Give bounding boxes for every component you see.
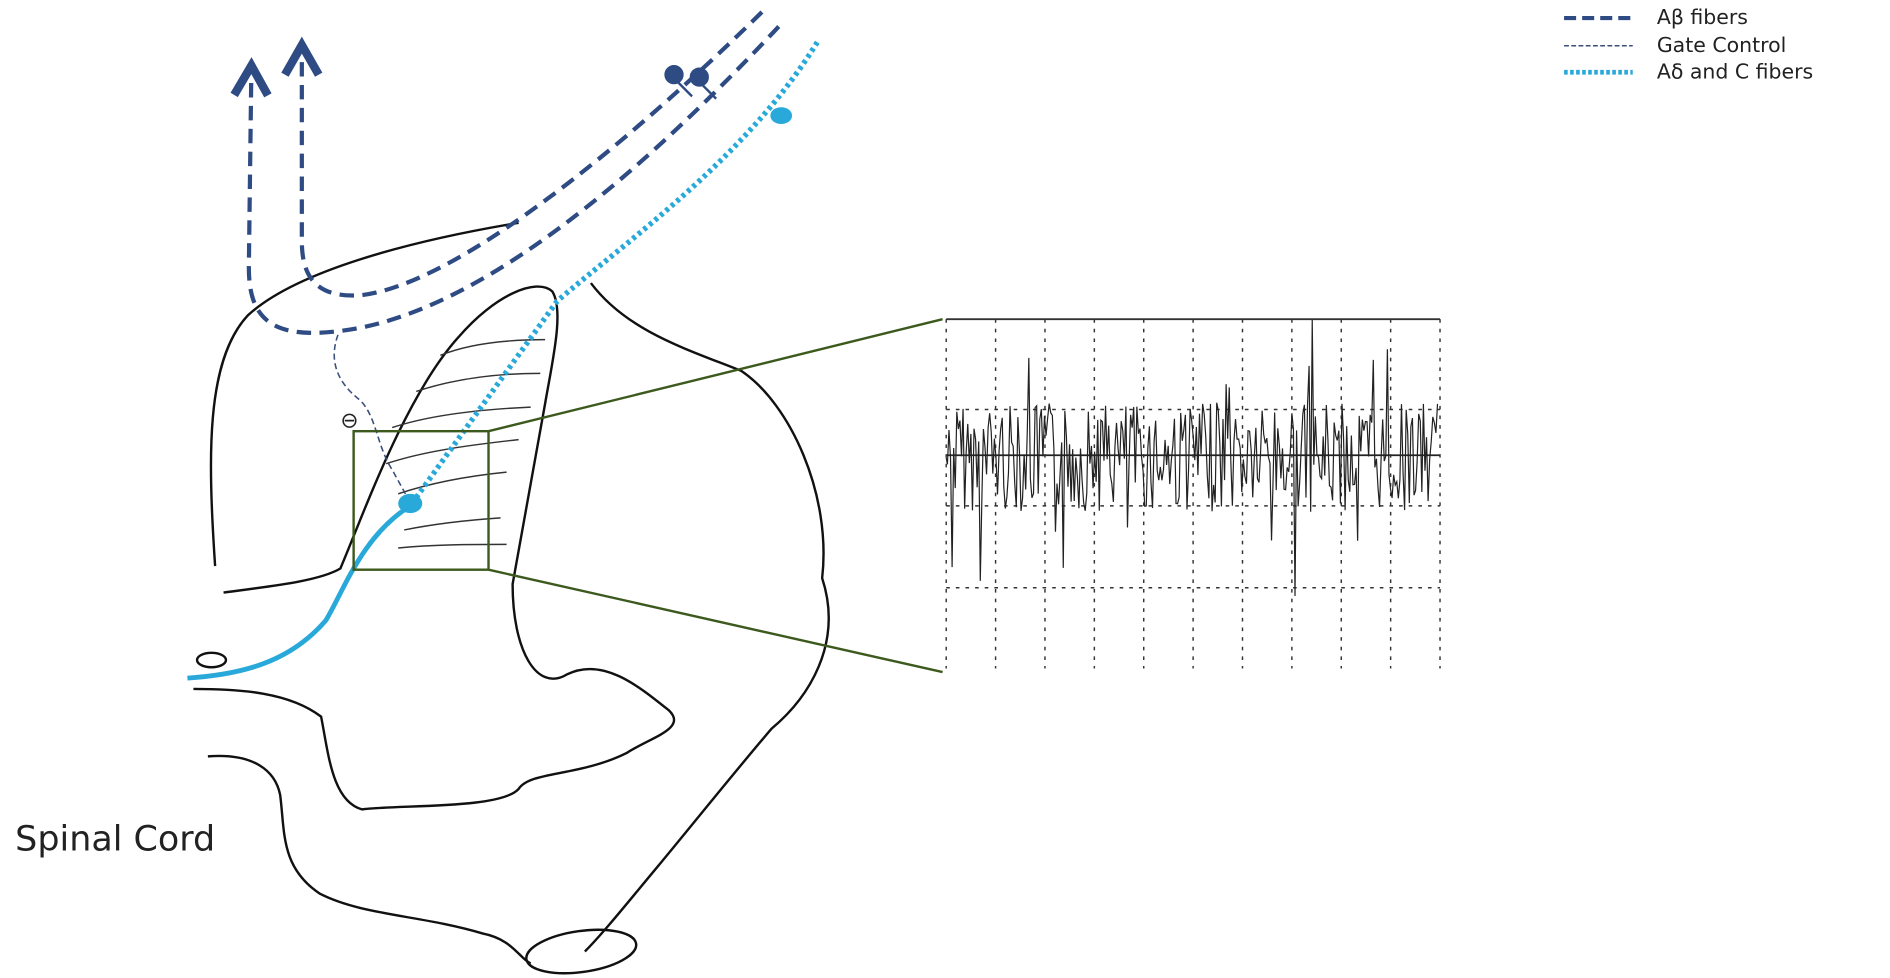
adc-receptor [770,107,792,124]
ab-fiber-inner [302,12,762,295]
legend: Aβ fibers Gate Control Aδ and C fibers [1564,5,1813,83]
diagram: ⊖ Aβ fibers Gate Control Aδ and C fibers… [0,0,1890,978]
recording-trace [946,319,1440,668]
inhibition-symbol: ⊖ [340,409,358,434]
trace [946,320,1437,596]
adc-terminal [398,494,422,513]
region-label: Spinal Cord [15,820,215,860]
legend-label: Aβ fibers [1657,5,1748,29]
legend-label: Gate Control [1657,33,1787,57]
spinal-cord-outline [193,223,828,978]
adc-fiber [410,42,817,506]
adc-fiber-solid [187,506,410,678]
legend-label: Aδ and C fibers [1657,59,1813,83]
zoom-line [489,570,943,672]
